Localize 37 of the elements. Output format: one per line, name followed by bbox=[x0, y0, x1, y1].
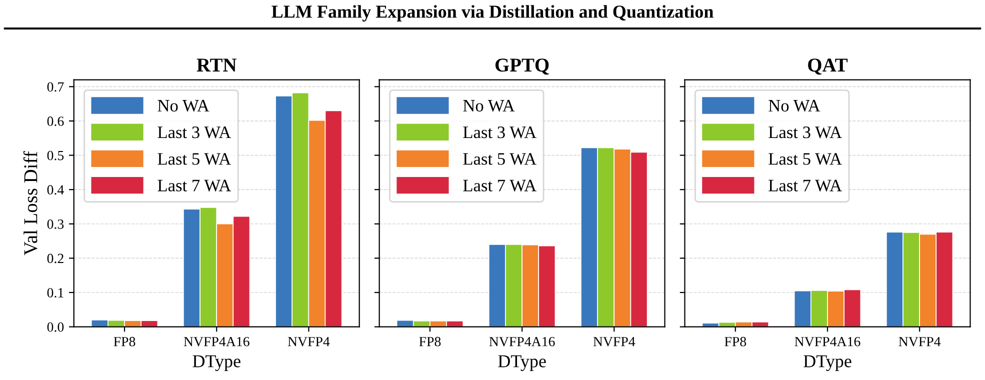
y-tick-label: 0.5 bbox=[47, 150, 64, 160]
x-tick-label: NVFP4A16 bbox=[489, 336, 555, 346]
x-tick-label: NVFP4A16 bbox=[184, 336, 250, 346]
legend-label: Last 7 WA bbox=[768, 180, 842, 192]
chart-title: RTN bbox=[196, 58, 237, 72]
x-axis-title: DType bbox=[804, 355, 852, 372]
legend-label: Last 3 WA bbox=[768, 126, 842, 138]
y-tick-label: 0.7 bbox=[47, 82, 64, 92]
x-tick-label: FP8 bbox=[724, 336, 746, 346]
y-tick-label: 0.6 bbox=[47, 116, 64, 126]
chart-title: QAT bbox=[808, 58, 848, 75]
x-tick-label: NVFP4A16 bbox=[794, 336, 860, 346]
y-tick-label: 0.1 bbox=[47, 288, 64, 298]
legend-label: No WA bbox=[158, 100, 210, 112]
y-tick-label: 0.3 bbox=[47, 219, 64, 229]
legend-label: No WA bbox=[463, 100, 515, 112]
y-tick-label: 0.4 bbox=[47, 185, 64, 195]
x-axis-title: DType bbox=[498, 355, 546, 372]
legend-label: Last 5 WA bbox=[463, 153, 536, 165]
y-tick-label: 0.0 bbox=[47, 322, 64, 332]
legend-label: Last 3 WA bbox=[158, 126, 232, 138]
y-axis-title: Val Loss Diff bbox=[23, 151, 38, 256]
x-tick-label: NVFP4 bbox=[288, 337, 330, 346]
legend-label: Last 5 WA bbox=[768, 153, 842, 165]
x-tick-label: NVFP4 bbox=[898, 337, 941, 346]
legend-label: Last 3 WA bbox=[463, 126, 536, 138]
x-tick-label: FP8 bbox=[114, 336, 136, 346]
legend-label: No WA bbox=[768, 100, 820, 112]
x-axis-title: DType bbox=[192, 355, 240, 372]
x-tick-label: FP8 bbox=[419, 336, 441, 346]
x-tick-label: NVFP4 bbox=[593, 337, 636, 346]
legend-label: Last 5 WA bbox=[158, 153, 232, 165]
text: LLM Family Expansion via Distillation and Quantization bbox=[272, 5, 714, 22]
chart-title: GPTQ bbox=[495, 58, 549, 75]
legend-label: Last 7 WA bbox=[158, 180, 232, 192]
legend-label: Last 7 WA bbox=[463, 180, 536, 192]
y-tick-label: 0.2 bbox=[47, 254, 64, 264]
